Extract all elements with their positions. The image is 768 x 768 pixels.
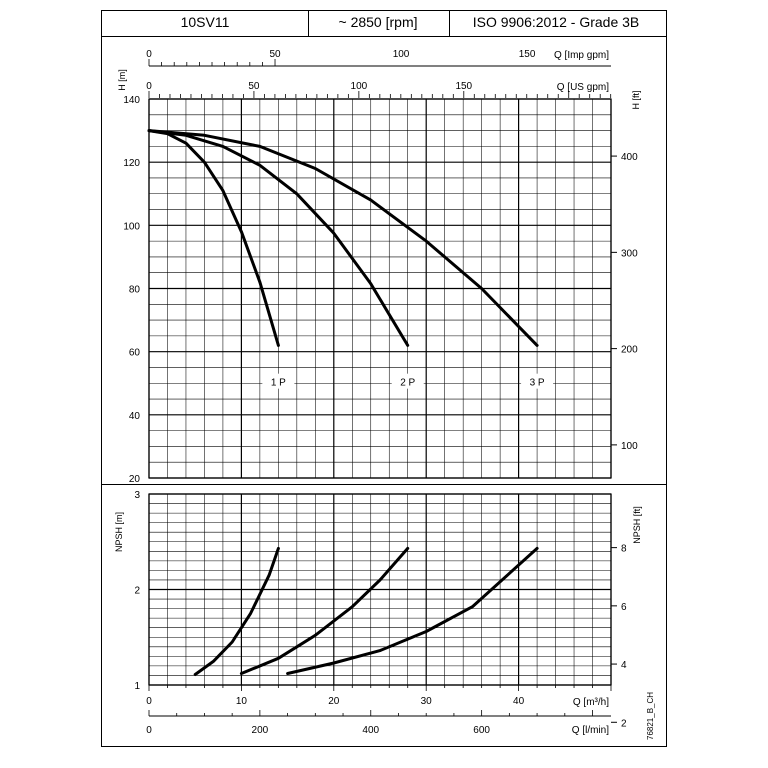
npsh-plot-border: [148, 493, 612, 686]
imp-gpm-tick-label: 100: [393, 49, 410, 60]
npsh-curve-3p: [286, 546, 539, 675]
document-code: 76821_B_CH: [646, 692, 655, 740]
npsh-ft-tick-label: 8: [621, 544, 627, 555]
npsh-xtick-label: 40: [513, 696, 525, 707]
head-curve-1p: [147, 129, 280, 347]
npsh-ft-tick-label: 2: [621, 718, 627, 729]
curve-label-1p: 1 P: [271, 378, 286, 389]
head-grid: [148, 98, 612, 479]
head-ytick-label: 20: [129, 474, 141, 485]
npsh-grid: [148, 493, 612, 686]
head-ytick-label: 60: [129, 348, 141, 359]
head-ylabel: H [m]: [117, 69, 127, 91]
curve-label-2p: 2 P: [400, 378, 415, 389]
head-ytick-label: 80: [129, 285, 141, 296]
head-axes: 20 40 60 80 100 120 140 100 200 300 400 0 50 100 150 0 5…: [123, 49, 638, 485]
npsh-curve-1p: [193, 546, 280, 676]
standard-label: ISO 9906:2012 - Grade 3B: [473, 14, 640, 30]
npsh-xlabel: Q [m³/h]: [573, 697, 609, 708]
top-axis-us-label: Q [US gpm]: [557, 82, 609, 93]
npsh-ylabel-right: NPSH [ft]: [632, 506, 642, 544]
lmin-tick-label: 200: [252, 725, 269, 736]
imp-gpm-tick-label: 0: [146, 49, 152, 60]
npsh-xtick-label: 0: [146, 696, 152, 707]
speed-label: ~ 2850 [rpm]: [339, 14, 418, 30]
head-ft-tick-label: 300: [621, 248, 638, 259]
head-ft-tick-label: 400: [621, 152, 638, 163]
us-gpm-tick-label: 100: [351, 81, 368, 92]
us-gpm-tick-label: 50: [248, 81, 260, 92]
head-ft-tick-label: 200: [621, 345, 638, 356]
imp-gpm-tick-label: 150: [519, 49, 536, 60]
npsh-xtick-label: 10: [236, 696, 248, 707]
us-gpm-tick-label: 0: [146, 81, 152, 92]
npsh-ytick-label: 3: [134, 490, 140, 501]
lmin-tick-label: 0: [146, 725, 152, 736]
top-axis-imp-label: Q [Imp gpm]: [554, 50, 609, 61]
curve-label-bg: [391, 373, 424, 389]
imp-gpm-tick-label: 50: [269, 49, 281, 60]
model-label: 10SV11: [181, 14, 230, 30]
npsh-xtick-label: 30: [421, 696, 433, 707]
npsh-ylabel: NPSH [m]: [114, 512, 124, 552]
us-gpm-tick-label: 150: [455, 81, 472, 92]
curve-label-bg: [521, 373, 554, 389]
head-curve-3p: [147, 129, 539, 347]
head-ylabel-right: H [ft]: [631, 90, 641, 109]
npsh-ft-tick-label: 6: [621, 602, 627, 613]
head-plot-border: [148, 98, 612, 479]
npsh-ytick-label: 2: [134, 586, 140, 597]
head-curves: 1 P 2 P 3 P: [147, 129, 554, 389]
head-ft-tick-label: 100: [621, 441, 638, 452]
head-ytick-label: 100: [123, 221, 140, 232]
lmin-tick-label: 600: [473, 725, 490, 736]
head-ytick-label: 140: [123, 95, 140, 106]
npsh-ft-tick-label: 4: [621, 660, 627, 671]
npsh-xlabel-lmin: Q [l/min]: [572, 725, 609, 736]
npsh-curve-2p: [239, 546, 410, 675]
curve-label-3p: 3 P: [530, 378, 545, 389]
lmin-tick-label: 400: [362, 725, 379, 736]
head-ytick-label: 120: [123, 158, 140, 169]
curve-label-bg: [262, 373, 295, 389]
npsh-curves: [193, 546, 539, 676]
head-ytick-label: 40: [129, 411, 141, 422]
npsh-ytick-label: 1: [134, 681, 140, 692]
outer-frame: [101, 10, 667, 747]
npsh-axes: 123024680102030400200400600: [134, 490, 627, 736]
npsh-xtick-label: 20: [328, 696, 340, 707]
head-curve-2p: [147, 129, 410, 347]
